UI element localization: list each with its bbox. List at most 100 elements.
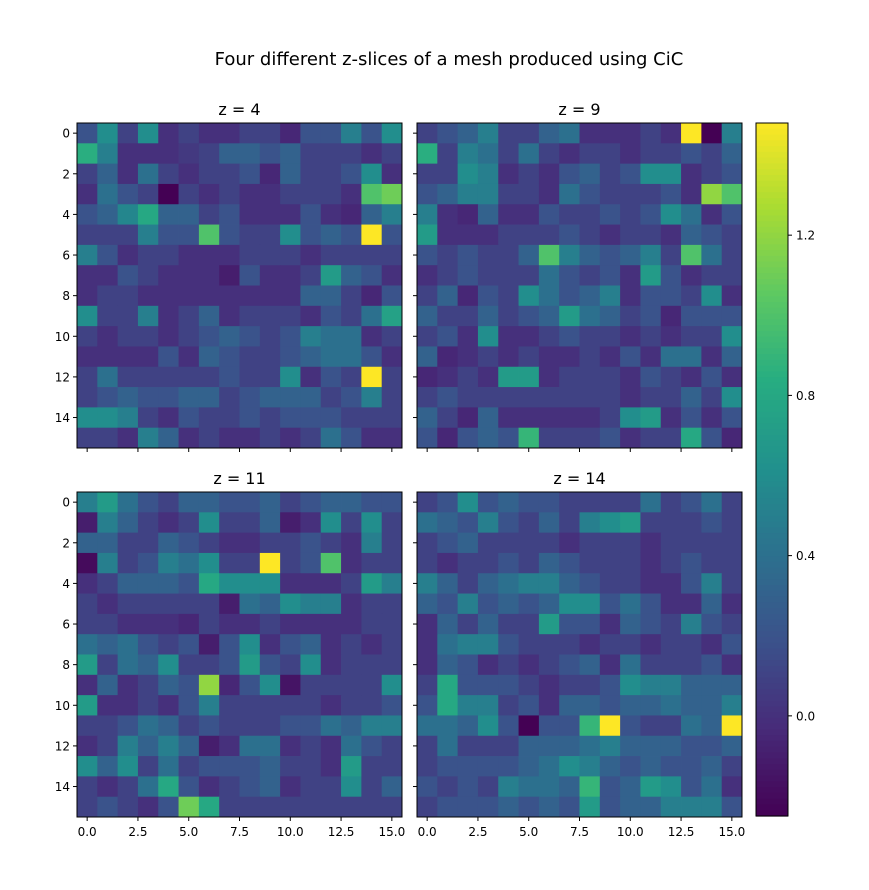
heatmap-cell: [599, 285, 621, 307]
heatmap-cell: [137, 735, 159, 757]
heatmap-cell: [417, 305, 438, 327]
heatmap-cell: [498, 654, 519, 676]
heatmap-cell: [178, 756, 200, 777]
heatmap-cell: [518, 593, 540, 615]
heatmap-cell: [640, 573, 662, 594]
heatmap-cell: [219, 163, 240, 185]
heatmap-cell: [97, 427, 119, 449]
heatmap-cell: [300, 285, 322, 307]
heatmap-cell: [701, 163, 723, 185]
heatmap-cell: [457, 285, 479, 307]
heatmap-cell: [381, 573, 403, 594]
heatmap-cell: [599, 735, 621, 757]
colorbar-segment: [756, 740, 788, 748]
heatmap-cell: [280, 573, 301, 594]
heatmap-cell: [219, 183, 240, 205]
heatmap-cell: [620, 163, 641, 185]
heatmap-cell: [97, 387, 119, 408]
heatmap-cell: [660, 776, 682, 798]
heatmap-cell: [341, 654, 362, 676]
heatmap-cell: [341, 366, 362, 388]
heatmap-cell: [361, 654, 383, 676]
heatmap-cell: [239, 634, 261, 655]
heatmap-cell: [219, 552, 240, 574]
heatmap-cell: [178, 634, 200, 655]
heatmap-cell: [477, 532, 499, 554]
heatmap-cell: [498, 407, 519, 429]
heatmap-cell: [599, 244, 621, 266]
heatmap-cell: [457, 492, 479, 513]
heatmap-cell: [498, 427, 519, 449]
heatmap-cell: [239, 244, 261, 266]
heatmap-cell: [620, 326, 641, 347]
colorbar-segment: [756, 475, 788, 482]
heatmap-cell: [518, 674, 540, 696]
heatmap-cell: [518, 224, 540, 246]
heatmap-cell: [198, 224, 220, 246]
heatmap-cell: [219, 244, 240, 266]
heatmap-cell: [538, 756, 560, 777]
heatmap-cell: [721, 183, 743, 205]
heatmap-cell: [681, 305, 702, 327]
heatmap-cell: [137, 305, 159, 327]
heatmap-cell: [599, 715, 621, 737]
colorbar-segment: [756, 694, 788, 702]
heatmap-cell: [538, 512, 560, 534]
heatmap-cell: [518, 715, 540, 737]
heatmap-cell: [361, 573, 383, 594]
heatmap-cell: [259, 715, 281, 737]
heatmap-cell: [579, 163, 601, 185]
heatmap-cell: [437, 756, 459, 777]
heatmap-cell: [437, 285, 459, 307]
heatmap-cell: [640, 224, 662, 246]
heatmap-cell: [77, 143, 98, 165]
heatmap-cell: [361, 366, 383, 388]
heatmap-cell: [259, 244, 281, 266]
heatmap-cell: [660, 552, 682, 574]
heatmap-cell: [158, 512, 179, 534]
heatmap-cell: [701, 695, 723, 716]
heatmap-cell: [538, 552, 560, 574]
heatmap-cell: [239, 163, 261, 185]
heatmap-cell: [97, 244, 119, 266]
heatmap-cell: [559, 183, 580, 205]
heatmap-cell: [518, 387, 540, 408]
heatmap-cell: [97, 326, 119, 347]
heatmap-cell: [239, 735, 261, 757]
heatmap-cell: [518, 265, 540, 286]
heatmap-cell: [437, 593, 459, 615]
heatmap-cell: [178, 427, 200, 449]
colorbar-segment: [756, 648, 788, 655]
heatmap-cell: [280, 715, 301, 737]
colorbar: 0.0 0.4 0.8 1.2: [755, 122, 815, 817]
heatmap-cell: [579, 407, 601, 429]
heatmap-cell: [280, 492, 301, 513]
colorbar-segment: [756, 429, 788, 436]
heatmap-cell: [77, 532, 98, 554]
heatmap-cell: [77, 776, 98, 798]
heatmap-cell: [259, 305, 281, 327]
heatmap-cell: [660, 163, 682, 185]
heatmap-cell: [239, 715, 261, 737]
heatmap-cell: [300, 492, 322, 513]
heatmap-cell: [721, 674, 743, 696]
heatmap-cell: [660, 735, 682, 757]
heatmap-cell: [701, 305, 723, 327]
heatmap-cell: [701, 183, 723, 205]
heatmap-cell: [681, 163, 702, 185]
heatmap-cell: [640, 695, 662, 716]
heatmap-cell: [158, 492, 179, 513]
heatmap-cell: [300, 143, 322, 165]
colorbar-segment: [756, 602, 788, 609]
heatmap-cell: [721, 427, 743, 449]
heatmap-cell: [498, 613, 519, 635]
heatmap-cell: [77, 613, 98, 635]
heatmap-cell: [280, 512, 301, 534]
heatmap-cell: [620, 407, 641, 429]
heatmap-cell: [381, 305, 403, 327]
heatmap-cell: [219, 735, 240, 757]
heatmap-cell: [599, 346, 621, 368]
y-tick-label: 4: [62, 577, 70, 591]
heatmap-cell: [137, 326, 159, 347]
heatmap-cell: [117, 715, 139, 737]
